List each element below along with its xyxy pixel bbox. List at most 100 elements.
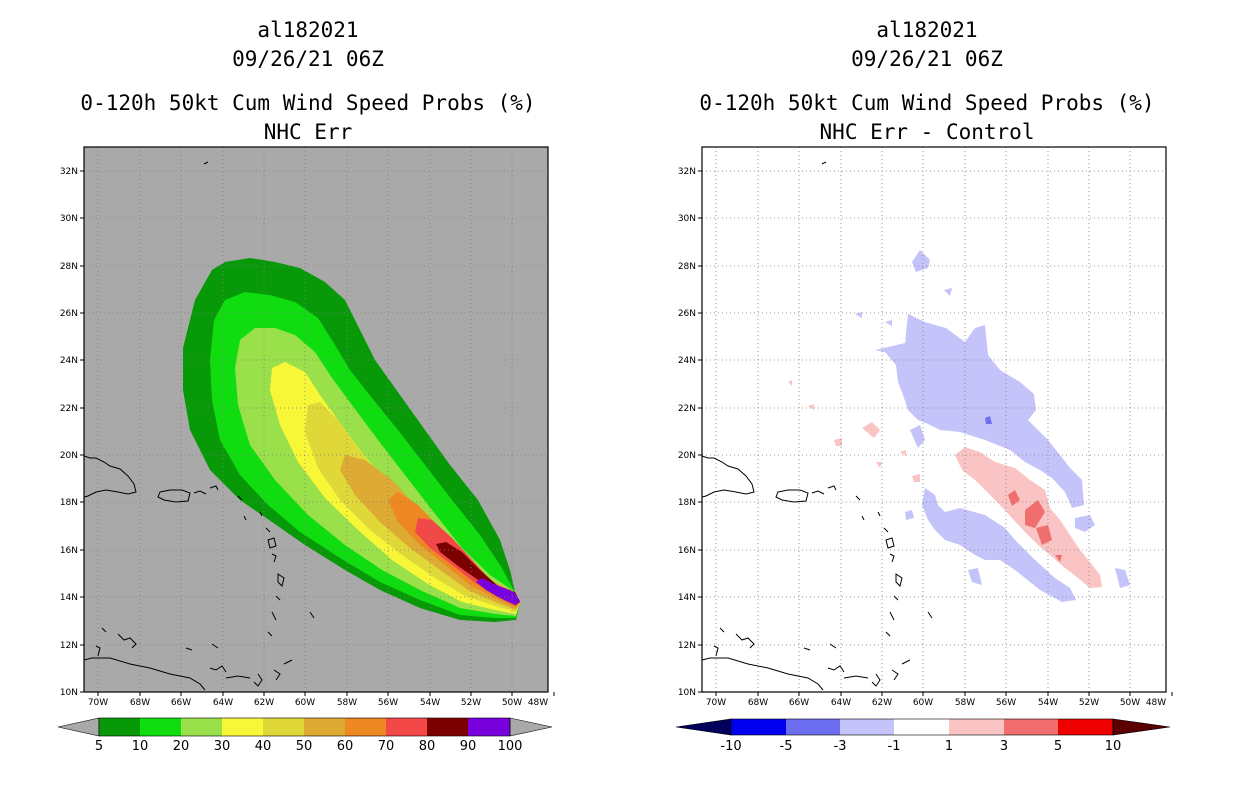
right-lon-66w: 66W — [789, 698, 809, 708]
right-lon-52w: 52W — [1079, 698, 1099, 708]
diff-neg-small-blob-3 — [944, 288, 952, 296]
right-lon-50w: 50W — [1120, 698, 1140, 708]
left-lon-66w: 66W — [171, 698, 191, 708]
left-lat-12n: 12N — [60, 641, 78, 651]
left-lat-16n: 16N — [60, 546, 78, 556]
right-cbar-swatch-neg3-neg1 — [840, 719, 894, 735]
right-cbar-label-10: 10 — [1105, 739, 1122, 754]
left-cbar-swatch-20-30 — [181, 718, 222, 736]
right-lat-12n: 12N — [678, 641, 696, 651]
diff-neg-east-blob — [1075, 515, 1095, 532]
left-cbar-swatch-10-20 — [140, 718, 181, 736]
left-lon-62w: 62W — [254, 698, 274, 708]
right-map-frame — [701, 146, 1167, 693]
left-cbar-label-40: 40 — [255, 739, 272, 754]
right-lon-70w: 70W — [706, 698, 726, 708]
left-cbar-frame — [98, 717, 511, 737]
left-storm-id: al182021 — [257, 18, 359, 42]
right-cbar-swatch-neg1-1 — [894, 719, 949, 735]
right-lat-22n: 22N — [678, 404, 696, 414]
right-cbar-label-neg5: -5 — [780, 739, 793, 754]
left-grid — [84, 147, 548, 692]
right-cbar-swatch-5-10 — [1058, 719, 1113, 735]
left-cbar-swatch-5-10 — [99, 718, 140, 736]
left-cbar-label-30: 30 — [214, 739, 231, 754]
left-lon-56w: 56W — [378, 698, 398, 708]
right-cbar-under-arrow — [675, 718, 732, 736]
left-lon-68w: 68W — [130, 698, 150, 708]
right-lat-20n: 20N — [678, 451, 696, 461]
right-lon-labels: 70W 68W 66W 64W 62W 60W 58W 56W 54W 52W … — [706, 698, 1166, 708]
left-lat-10n: 10N — [60, 688, 78, 698]
right-storm-id: al182021 — [876, 18, 978, 42]
right-cbar-label-5: 5 — [1054, 739, 1062, 754]
right-lat-ticks — [698, 170, 702, 693]
left-lon-70w: 70W — [88, 698, 108, 708]
right-title-block: al182021 09/26/21 06Z 0-120h 50kt Cum Wi… — [618, 16, 1236, 147]
left-cbar-swatch-90-100 — [468, 718, 510, 736]
left-lat-14n: 14N — [60, 593, 78, 603]
left-lon-52w: 52W — [461, 698, 481, 708]
diff-pos-blob-2 — [834, 438, 842, 446]
right-colorbar: -10 -5 -3 -1 1 3 5 10 — [675, 718, 1171, 754]
diff-pos-strong-2 — [1025, 500, 1045, 528]
right-lon-68w: 68W — [748, 698, 768, 708]
left-lon-labels: 70W 68W 66W 64W 62W 60W 58W 56W 54W 52W … — [88, 698, 548, 708]
diff-neg-small-blob-2 — [885, 320, 892, 326]
right-lat-26n: 26N — [678, 309, 696, 319]
right-lat-24n: 24N — [678, 356, 696, 366]
left-cbar-label-20: 20 — [173, 739, 190, 754]
left-cbar-label-5: 5 — [95, 739, 103, 754]
left-subtitle: NHC Err — [263, 120, 353, 144]
diff-neg-blue-spot — [985, 416, 992, 424]
right-grid — [702, 147, 1166, 692]
left-cbar-label-60: 60 — [337, 739, 354, 754]
right-cbar-label-neg10: -10 — [720, 739, 741, 754]
diff-pos-blob-6 — [912, 474, 920, 482]
right-cbar-swatch-neg5-neg3 — [786, 719, 840, 735]
right-lon-62w: 62W — [872, 698, 892, 708]
left-lat-28n: 28N — [60, 262, 78, 272]
right-lat-30n: 30N — [678, 214, 696, 224]
left-cbar-swatch-50-60 — [304, 718, 345, 736]
right-difference-contours — [702, 147, 1166, 692]
left-cbar-label-80: 80 — [419, 739, 436, 754]
right-lon-54w: 54W — [1038, 698, 1058, 708]
diff-neg-small-blob-4 — [910, 425, 925, 448]
right-lon-48w: 48W — [1146, 698, 1166, 708]
right-product-title: 0-120h 50kt Cum Wind Speed Probs (%) — [699, 91, 1155, 115]
left-cbar-swatch-40-50 — [263, 718, 304, 736]
right-lat-labels: 32N 30N 28N 26N 24N 22N 20N 18N 16N 14N … — [678, 167, 696, 698]
left-title-block: al182021 09/26/21 06Z 0-120h 50kt Cum Wi… — [0, 16, 616, 147]
left-cbar-labels: 5 10 20 30 40 50 60 70 80 90 100 — [95, 739, 523, 754]
right-cbar-labels: -10 -5 -3 -1 1 3 5 10 — [720, 739, 1121, 754]
right-lon-60w: 60W — [913, 698, 933, 708]
left-cbar-swatch-60-70 — [345, 718, 386, 736]
right-lat-10n: 10N — [678, 688, 696, 698]
right-cbar-swatch-3-5 — [1004, 719, 1058, 735]
left-lat-32n: 32N — [60, 167, 78, 177]
left-lon-54w: 54W — [420, 698, 440, 708]
left-probability-contours — [84, 147, 548, 692]
left-lat-22n: 22N — [60, 404, 78, 414]
left-lat-30n: 30N — [60, 214, 78, 224]
diff-neg-southern-band — [922, 488, 1076, 602]
left-product-title: 0-120h 50kt Cum Wind Speed Probs (%) — [80, 91, 536, 115]
right-cbar-swatch-1-3 — [949, 719, 1004, 735]
right-map: 32N 30N 28N 26N 24N 22N 20N 18N 16N 14N … — [678, 146, 1173, 708]
left-lon-60w: 60W — [295, 698, 315, 708]
left-map-frame — [83, 146, 549, 693]
diff-neg-small-blob-5 — [905, 510, 914, 520]
right-lon-64w: 64W — [831, 698, 851, 708]
left-cbar-swatch-30-40 — [222, 718, 263, 736]
left-cbar-label-70: 70 — [378, 739, 395, 754]
right-cbar-swatch-neg10-neg5 — [731, 719, 786, 735]
right-lat-28n: 28N — [678, 262, 696, 272]
right-cbar-label-3: 3 — [1000, 739, 1008, 754]
diff-pos-strong-4 — [1055, 555, 1062, 562]
right-cbar-label-neg3: -3 — [834, 739, 847, 754]
right-lon-58w: 58W — [955, 698, 975, 708]
diff-pos-blob-1 — [862, 422, 880, 438]
right-cbar-label-neg1: -1 — [888, 739, 901, 754]
